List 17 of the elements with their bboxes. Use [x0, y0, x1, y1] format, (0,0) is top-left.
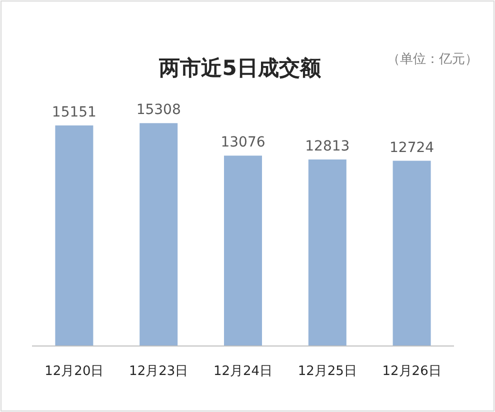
bar [55, 125, 94, 346]
x-tick-label: 12月20日 [44, 364, 104, 379]
bar [140, 123, 178, 346]
data-label: 12813 [305, 138, 350, 154]
x-tick-label: 12月26日 [382, 364, 442, 379]
data-label: 15308 [136, 102, 181, 118]
chart-title: 两市近5日成交额 [158, 56, 322, 80]
x-tick-label: 12月24日 [213, 364, 273, 379]
x-tick-label: 12月23日 [129, 364, 188, 379]
data-label: 15151 [52, 104, 96, 120]
x-tick-label: 12月25日 [298, 364, 357, 379]
chart-subtitle: （单位：亿元） [387, 52, 478, 67]
data-label: 13076 [220, 134, 266, 151]
bar [308, 159, 346, 346]
bar [392, 160, 431, 346]
bar [224, 156, 262, 346]
data-label: 12724 [390, 140, 434, 156]
